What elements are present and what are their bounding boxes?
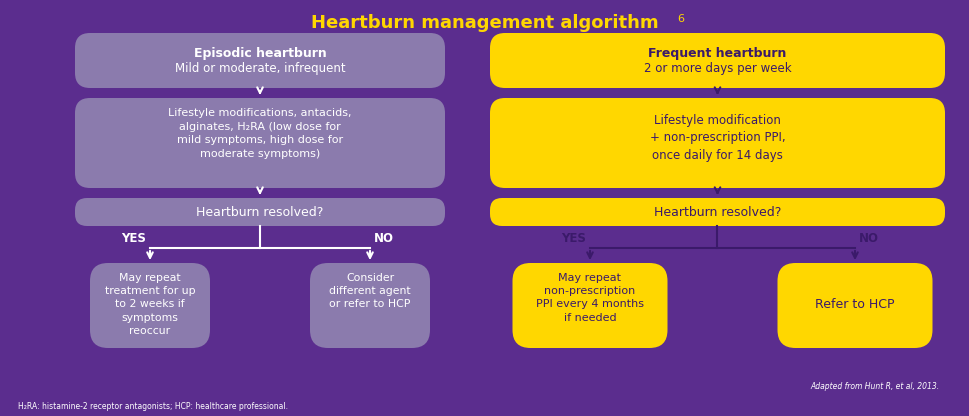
Text: 2 or more days per week: 2 or more days per week (643, 62, 791, 75)
Text: H₂RA: histamine-2 receptor antagonists; HCP: healthcare professional.: H₂RA: histamine-2 receptor antagonists; … (18, 402, 288, 411)
FancyBboxPatch shape (489, 198, 944, 226)
Text: May repeat
treatment for up
to 2 weeks if
symptoms
reoccur: May repeat treatment for up to 2 weeks i… (105, 273, 195, 336)
Text: NO: NO (859, 232, 878, 245)
FancyBboxPatch shape (90, 263, 209, 348)
Text: Adapted from Hunt R, et al, 2013.: Adapted from Hunt R, et al, 2013. (810, 382, 939, 391)
Text: May repeat
non-prescription
PPI every 4 months
if needed: May repeat non-prescription PPI every 4 … (536, 273, 643, 322)
FancyBboxPatch shape (75, 98, 445, 188)
Text: Lifestyle modifications, antacids,
alginates, H₂RA (low dose for
mild symptoms, : Lifestyle modifications, antacids, algin… (168, 108, 352, 159)
Text: Heartburn resolved?: Heartburn resolved? (653, 206, 780, 218)
Text: Refer to HCP: Refer to HCP (814, 297, 893, 310)
Text: Mild or moderate, infrequent: Mild or moderate, infrequent (174, 62, 345, 75)
Text: YES: YES (121, 232, 146, 245)
Text: NO: NO (374, 232, 393, 245)
FancyBboxPatch shape (75, 33, 445, 88)
FancyBboxPatch shape (777, 263, 931, 348)
FancyBboxPatch shape (310, 263, 429, 348)
Text: YES: YES (560, 232, 585, 245)
Text: Heartburn management algorithm: Heartburn management algorithm (311, 14, 658, 32)
FancyBboxPatch shape (489, 33, 944, 88)
FancyBboxPatch shape (75, 198, 445, 226)
Text: Consider
different agent
or refer to HCP: Consider different agent or refer to HCP (328, 273, 411, 310)
FancyBboxPatch shape (489, 98, 944, 188)
Text: Heartburn resolved?: Heartburn resolved? (196, 206, 324, 218)
Text: Frequent heartburn: Frequent heartburn (647, 47, 786, 60)
Text: Episodic heartburn: Episodic heartburn (194, 47, 326, 60)
Text: 6: 6 (676, 14, 683, 24)
Text: Lifestyle modification
+ non-prescription PPI,
once daily for 14 days: Lifestyle modification + non-prescriptio… (649, 114, 785, 162)
FancyBboxPatch shape (512, 263, 667, 348)
